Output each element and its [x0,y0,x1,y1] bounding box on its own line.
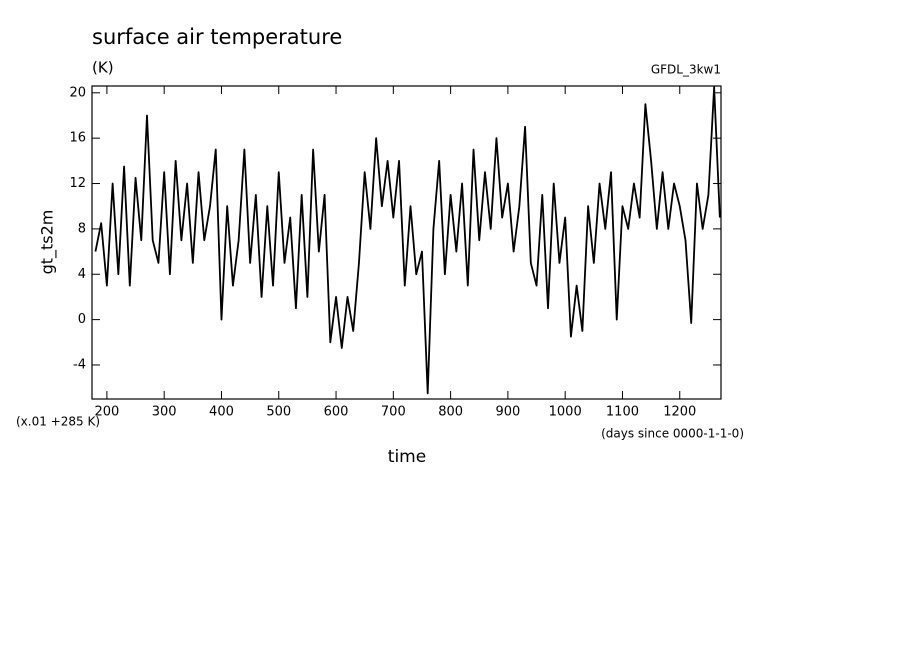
y-tick-label: 12 [69,176,86,191]
x-tick-label: 900 [495,405,520,420]
x-tick-label: 800 [438,405,463,420]
y-tick-label: -4 [73,357,86,372]
y-tick-label: 16 [69,131,86,146]
x-tick-label: 1100 [606,405,639,420]
y-tick-label: 8 [78,221,86,236]
y-tick-label: 0 [78,312,86,327]
data-line [94,86,721,395]
x-tick-label: 1000 [549,405,582,420]
chart-title: surface air temperature [92,25,342,49]
dataset-label: GFDL_3kw1 [651,63,721,77]
x-tick-label: 300 [152,405,177,420]
y-tick-label: 20 [69,85,86,100]
x-tick-label: 1200 [663,405,696,420]
x-tick-label: 600 [324,405,349,420]
y-tick-label: 4 [78,267,86,282]
x-tick-label: 200 [94,405,119,420]
y-axis-label: gt_ts2m [38,210,58,275]
x-tick-label: 700 [381,405,406,420]
x-axis-label: time [388,447,426,467]
x-tick-label: 400 [209,405,234,420]
plot-frame [91,85,722,400]
x-tick-label: 500 [266,405,291,420]
units: (K) [92,59,114,77]
value-scale-note: (x.01 +285 K) [16,415,100,429]
x-units-note: (days since 0000-1-1-0) [601,427,744,441]
